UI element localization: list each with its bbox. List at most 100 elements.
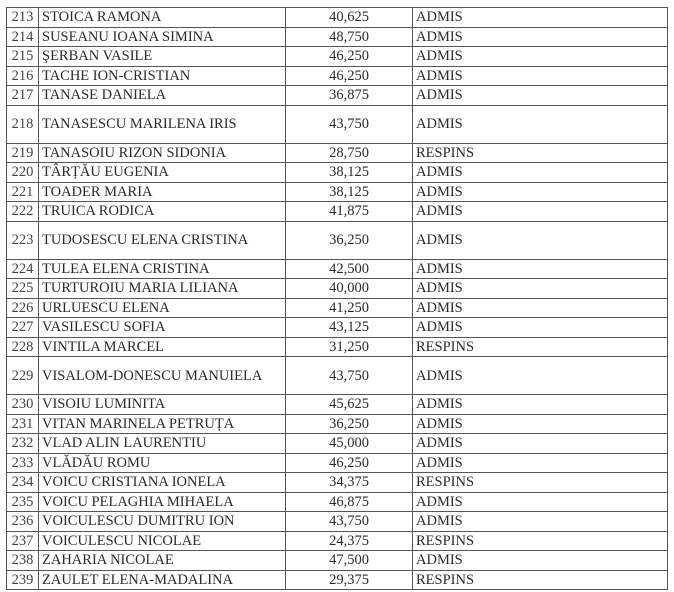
table-row: 239 ZAULET ELENA-MADALINA 29,375 RESPINS — [6, 569, 668, 590]
result-status-cell: ADMIS — [412, 104, 668, 144]
candidate-name-cell: VOICULESCU NICOLAE — [38, 530, 286, 551]
row-number-cell: 222 — [6, 201, 39, 222]
candidate-name-cell: TULEA ELENA CRISTINA — [38, 258, 286, 279]
row-number-cell: 225 — [6, 278, 39, 299]
result-status-cell: RESPINS — [412, 530, 668, 551]
result-status-cell: ADMIS — [412, 511, 668, 532]
candidate-name-cell: SUSEANU IOANA SIMINA — [38, 26, 286, 47]
result-status-cell: ADMIS — [412, 7, 668, 28]
result-status-cell: ADMIS — [412, 394, 668, 415]
table-row: 234 VOICU CRISTIANA IONELA 34,375 RESPINS — [6, 472, 668, 493]
results-table-body: 213 STOICA RAMONA 40,625 ADMIS 214 SUSEANU IO… — [6, 7, 668, 590]
table-row: 220 TÂRȚĂU EUGENIA 38,125 ADMIS — [6, 162, 668, 183]
table-row: 238 ZAHARIA NICOLAE 47,500 ADMIS — [6, 550, 668, 571]
table-row: 215 ŞERBAN VASILE 46,250 ADMIS — [6, 46, 668, 67]
table-row: 235 VOICU PELAGHIA MIHAELA 46,875 ADMIS — [6, 491, 668, 512]
row-number-cell: 214 — [6, 26, 39, 47]
table-row: 236 VOICULESCU DUMITRU ION 43,750 ADMIS — [6, 511, 668, 532]
candidate-name-cell: TANASESCU MARILENA IRIS — [38, 104, 286, 144]
table-row: 214 SUSEANU IOANA SIMINA 48,750 ADMIS — [6, 26, 668, 47]
candidate-name-cell: VITAN MARINELA PETRUȚA — [38, 413, 286, 434]
candidate-name-cell: TACHE ION-CRISTIAN — [38, 65, 286, 86]
candidate-name-cell: ZAHARIA NICOLAE — [38, 550, 286, 571]
row-number-cell: 221 — [6, 181, 39, 202]
result-status-cell: ADMIS — [412, 201, 668, 222]
score-cell: 46,250 — [285, 46, 413, 67]
row-number-cell: 237 — [6, 530, 39, 551]
table-row: 217 TANASE DANIELA 36,875 ADMIS — [6, 85, 668, 106]
row-number-cell: 233 — [6, 452, 39, 473]
score-cell: 46,875 — [285, 491, 413, 512]
result-status-cell: RESPINS — [412, 472, 668, 493]
row-number-cell: 232 — [6, 433, 39, 454]
score-cell: 41,250 — [285, 297, 413, 318]
candidate-name-cell: TÂRȚĂU EUGENIA — [38, 162, 286, 183]
score-cell: 29,375 — [285, 569, 413, 590]
row-number-cell: 218 — [6, 104, 39, 144]
table-row: 237 VOICULESCU NICOLAE 24,375 RESPINS — [6, 530, 668, 551]
table-row: 226 URLUESCU ELENA 41,250 ADMIS — [6, 297, 668, 318]
score-cell: 31,250 — [285, 336, 413, 357]
table-row: 225 TURTUROIU MARIA LILIANA 40,000 ADMIS — [6, 278, 668, 299]
result-status-cell: ADMIS — [412, 278, 668, 299]
candidate-name-cell: TUDOSESCU ELENA CRISTINA — [38, 220, 286, 260]
table-row: 224 TULEA ELENA CRISTINA 42,500 ADMIS — [6, 258, 668, 279]
table-row: 228 VINTILA MARCEL 31,250 RESPINS — [6, 336, 668, 357]
table-row: 233 VLĂDĂU ROMU 46,250 ADMIS — [6, 452, 668, 473]
score-cell: 38,125 — [285, 162, 413, 183]
candidate-name-cell: URLUESCU ELENA — [38, 297, 286, 318]
candidate-name-cell: VOICU CRISTIANA IONELA — [38, 472, 286, 493]
score-cell: 48,750 — [285, 26, 413, 47]
score-cell: 28,750 — [285, 142, 413, 163]
row-number-cell: 219 — [6, 142, 39, 163]
result-status-cell: ADMIS — [412, 356, 668, 395]
result-status-cell: ADMIS — [412, 452, 668, 473]
row-number-cell: 226 — [6, 297, 39, 318]
row-number-cell: 224 — [6, 258, 39, 279]
candidate-name-cell: VLĂDĂU ROMU — [38, 452, 286, 473]
row-number-cell: 229 — [6, 356, 39, 395]
candidate-name-cell: VLAD ALIN LAURENTIU — [38, 433, 286, 454]
result-status-cell: ADMIS — [412, 65, 668, 86]
result-status-cell: ADMIS — [412, 85, 668, 106]
candidate-name-cell: ŞERBAN VASILE — [38, 46, 286, 67]
row-number-cell: 227 — [6, 317, 39, 338]
score-cell: 38,125 — [285, 181, 413, 202]
table-row: 218 TANASESCU MARILENA IRIS 43,750 ADMIS — [6, 104, 668, 144]
results-table: 213 STOICA RAMONA 40,625 ADMIS 214 SUSEANU IO… — [6, 7, 668, 590]
row-number-cell: 236 — [6, 511, 39, 532]
row-number-cell: 215 — [6, 46, 39, 67]
score-cell: 43,750 — [285, 356, 413, 395]
table-row: 232 VLAD ALIN LAURENTIU 45,000 ADMIS — [6, 433, 668, 454]
row-number-cell: 228 — [6, 336, 39, 357]
score-cell: 45,000 — [285, 433, 413, 454]
result-status-cell: ADMIS — [412, 26, 668, 47]
score-cell: 42,500 — [285, 258, 413, 279]
score-cell: 43,750 — [285, 511, 413, 532]
score-cell: 43,750 — [285, 104, 413, 144]
score-cell: 41,875 — [285, 201, 413, 222]
table-row: 213 STOICA RAMONA 40,625 ADMIS — [6, 7, 668, 28]
candidate-name-cell: VASILESCU SOFIA — [38, 317, 286, 338]
result-status-cell: ADMIS — [412, 317, 668, 338]
result-status-cell: ADMIS — [412, 297, 668, 318]
score-cell: 40,625 — [285, 7, 413, 28]
score-cell: 36,250 — [285, 413, 413, 434]
candidate-name-cell: VINTILA MARCEL — [38, 336, 286, 357]
row-number-cell: 217 — [6, 85, 39, 106]
result-status-cell: ADMIS — [412, 413, 668, 434]
score-cell: 47,500 — [285, 550, 413, 571]
result-status-cell: ADMIS — [412, 258, 668, 279]
row-number-cell: 230 — [6, 394, 39, 415]
row-number-cell: 235 — [6, 491, 39, 512]
candidate-name-cell: VOICULESCU DUMITRU ION — [38, 511, 286, 532]
candidate-name-cell: ZAULET ELENA-MADALINA — [38, 569, 286, 590]
candidate-name-cell: VISALOM-DONESCU MANUIELA — [38, 356, 286, 395]
table-row: 219 TANASOIU RIZON SIDONIA 28,750 RESPINS — [6, 142, 668, 163]
result-status-cell: ADMIS — [412, 181, 668, 202]
table-row: 222 TRUICA RODICA 41,875 ADMIS — [6, 201, 668, 222]
table-row: 230 VISOIU LUMINITA 45,625 ADMIS — [6, 394, 668, 415]
score-cell: 34,375 — [285, 472, 413, 493]
result-status-cell: ADMIS — [412, 491, 668, 512]
row-number-cell: 213 — [6, 7, 39, 28]
